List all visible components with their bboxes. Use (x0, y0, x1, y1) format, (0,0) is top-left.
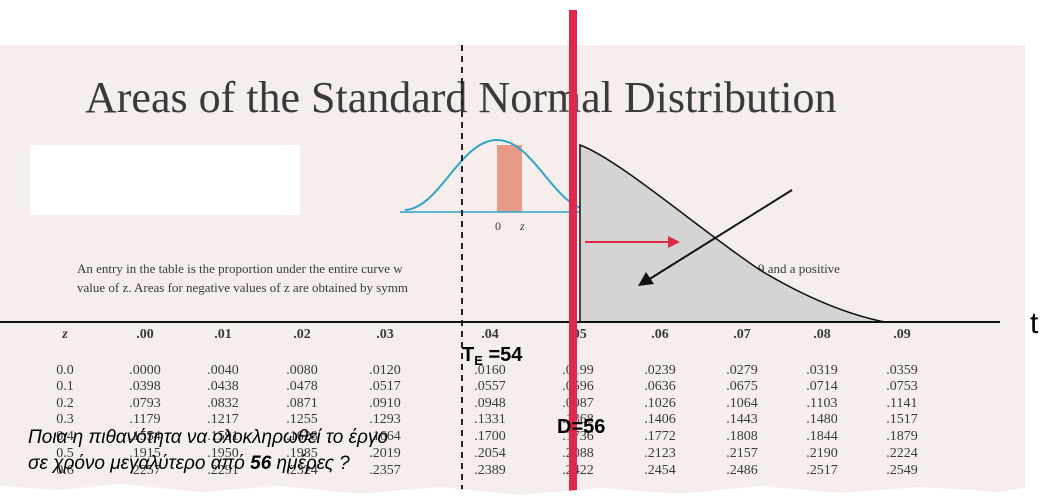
table-cell: .0319 (806, 363, 838, 378)
table-cell: .0910 (369, 396, 401, 411)
table-cell: .1808 (726, 429, 758, 444)
table-cell: .0398 (129, 379, 161, 394)
table-cell: .0753 (886, 379, 918, 394)
table-cell: .0517 (369, 379, 401, 394)
table-header: z (61, 327, 68, 342)
table-cell: .0714 (806, 379, 838, 394)
table-cell: .0120 (369, 363, 401, 378)
table-cell: .1293 (369, 412, 401, 427)
table-cell: .1879 (886, 429, 918, 444)
table-cell: .2454 (644, 463, 676, 478)
table-cell: .0636 (644, 379, 676, 394)
table-cell: .1331 (474, 412, 506, 427)
table-cell: .2157 (726, 446, 758, 461)
table-header: .01 (214, 327, 232, 342)
table-header: .07 (733, 327, 751, 342)
te-main: T (462, 344, 474, 366)
table-cell: .1517 (886, 412, 918, 427)
table-cell: .0675 (726, 379, 758, 394)
table-cell: .1255 (286, 412, 318, 427)
table-cell: .2517 (806, 463, 838, 478)
table-cell: .1700 (474, 429, 506, 444)
table-cell: .1217 (207, 412, 239, 427)
table-cell: .1179 (130, 412, 161, 427)
table-cell: .1480 (806, 412, 838, 427)
table-cell: .2486 (726, 463, 758, 478)
table-cell: .0199 (562, 363, 594, 378)
description: 9 and a positive (758, 261, 840, 276)
table-cell: .0478 (286, 379, 318, 394)
table-cell: .2054 (474, 446, 506, 461)
table-header: .09 (893, 327, 911, 342)
question-part: ημέρες ? (271, 453, 350, 474)
table-cell: .2123 (644, 446, 676, 461)
table-cell: .2224 (886, 446, 918, 461)
white-box (30, 145, 300, 215)
shaded-area (497, 145, 522, 212)
table-cell: .2190 (806, 446, 838, 461)
table-cell: .2088 (562, 446, 594, 461)
table-cell: .0359 (886, 363, 918, 378)
description: value of z. Areas for negative values of… (77, 280, 408, 295)
d-label: D=56 (557, 416, 605, 438)
table-cell: .0279 (726, 363, 758, 378)
table-cell: .1772 (644, 429, 676, 444)
table-cell: .2549 (886, 463, 918, 478)
table-cell: .0239 (644, 363, 676, 378)
table-cell: .0948 (474, 396, 506, 411)
table-header: .06 (651, 327, 669, 342)
table-cell: .0000 (129, 363, 161, 378)
table-cell: .0557 (474, 379, 506, 394)
table-cell: .1844 (806, 429, 838, 444)
table-cell: .1026 (644, 396, 676, 411)
table-cell: .2389 (474, 463, 506, 478)
table-header: .03 (376, 327, 394, 342)
table-cell: .2019 (369, 446, 401, 461)
title: Areas of the Standard Normal Distributio… (85, 73, 837, 122)
table-cell: .1141 (887, 396, 918, 411)
slide: Areas of the Standard Normal Distributio… (0, 0, 1043, 504)
curve-label: 0 (495, 219, 501, 233)
table-header: .00 (136, 327, 154, 342)
question-part: σε χρόνο μεγαλύτερο από (28, 453, 250, 474)
table-header: .08 (813, 327, 831, 342)
curve-label: z (519, 219, 525, 233)
axis-label: t (1030, 307, 1039, 340)
te-sub: E (474, 353, 483, 368)
question-number: 56 (250, 453, 272, 474)
table-cell: 0.1 (56, 379, 74, 394)
table-cell: .1443 (726, 412, 758, 427)
table-cell: .0080 (286, 363, 318, 378)
table-cell: .0596 (562, 379, 594, 394)
table-cell: .2357 (369, 463, 401, 478)
table-cell: .2422 (562, 463, 594, 478)
table-cell: .1103 (807, 396, 838, 411)
te-label: TE =54 (462, 344, 523, 368)
table-cell: .0438 (207, 379, 239, 394)
table-header: .04 (481, 327, 499, 342)
table-cell: .0987 (562, 396, 594, 411)
table-cell: .0040 (207, 363, 239, 378)
table-header: .02 (293, 327, 311, 342)
table-cell: .1406 (644, 412, 676, 427)
description: An entry in the table is the proportion … (77, 261, 403, 276)
question: σε χρόνο μεγαλύτερο από 56 ημέρες ? (28, 453, 350, 474)
question: Ποια η πιθανότητα να ολοκληρωθεί το έργο (28, 427, 388, 448)
table-cell: .0871 (286, 396, 318, 411)
table-cell: 0.2 (56, 396, 74, 411)
table-cell: .0832 (207, 396, 239, 411)
table-cell: .0793 (129, 396, 161, 411)
table-cell: 0.3 (56, 412, 74, 427)
te-rest: =54 (483, 344, 523, 366)
table-cell: .1064 (726, 396, 758, 411)
table-cell: 0.0 (56, 363, 74, 378)
